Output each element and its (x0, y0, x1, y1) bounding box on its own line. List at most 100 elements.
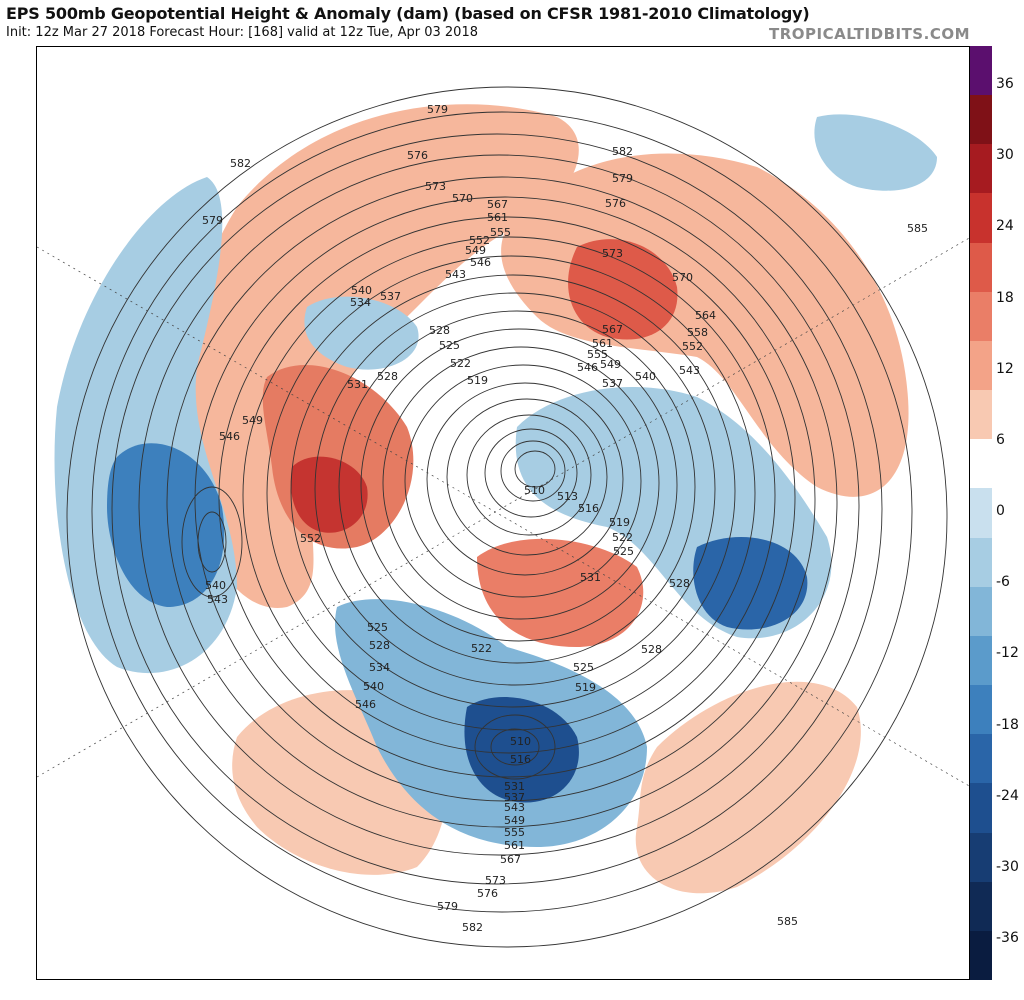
contour-label: 528 (429, 324, 450, 337)
contour-label: 582 (230, 157, 251, 170)
contour-label: 540 (635, 370, 656, 383)
contour-label: 528 (641, 643, 662, 656)
colorbar-tick-label: -18 (996, 716, 1019, 733)
anomaly-colorbar: 36 30 24 18 12 6 0 -6 -12 -18 -24 -30 -36 (970, 46, 1024, 981)
colorbar-swatch (970, 488, 992, 539)
contour-label: 558 (687, 326, 708, 339)
contour-label: 561 (487, 211, 508, 224)
contour-570 (194, 196, 816, 802)
colorbar-swatch (970, 439, 992, 489)
contour-label: 582 (612, 145, 633, 158)
contour-585 (66, 86, 948, 948)
contour-label: 549 (504, 814, 525, 827)
contour-label: 573 (425, 180, 446, 193)
contour-label: 531 (580, 571, 601, 584)
colorbar-swatch (970, 340, 992, 391)
contour-label: 537 (504, 791, 525, 804)
map-panel: 585 585 582 582 582 579 579 579 579 576 … (36, 46, 970, 980)
contour-label: 522 (450, 357, 471, 370)
colorbar-tick-label: -30 (996, 858, 1019, 875)
contour-label: 519 (467, 374, 488, 387)
contour-label: 585 (777, 915, 798, 928)
contour-label: 540 (351, 284, 372, 297)
contour-label: 525 (613, 545, 634, 558)
contour-label: 555 (504, 826, 525, 839)
contour-label: 510 (524, 484, 545, 497)
colorbar-swatch (970, 144, 992, 194)
contour-label: 582 (462, 921, 483, 934)
contour-label: 522 (471, 642, 492, 655)
contour-label: 510 (510, 735, 531, 748)
contour-label: 576 (605, 197, 626, 210)
height-contours (66, 86, 948, 948)
colorbar-tick-label: 12 (996, 360, 1014, 377)
contour-labels: 585 585 582 582 582 579 579 579 579 576 … (202, 103, 928, 934)
contour-label: 546 (470, 256, 491, 269)
colorbar-swatch (970, 242, 992, 293)
colorbar-swatch (970, 46, 992, 96)
colorbar-tick-label: 0 (996, 503, 1005, 519)
anomaly-pos-core-1b (290, 456, 368, 533)
colorbar-swatch (970, 95, 992, 145)
colorbar-tick-label: 6 (996, 431, 1005, 448)
colorbar-swatch (970, 537, 992, 588)
contour-label: 546 (355, 698, 376, 711)
contour-label: 537 (602, 377, 623, 390)
colorbar-swatch (970, 586, 992, 637)
contour-label: 567 (602, 323, 623, 336)
contour-label: 552 (469, 234, 490, 247)
contour-label: 528 (377, 370, 398, 383)
contour-543 (404, 364, 642, 598)
contour-561 (266, 255, 756, 731)
contour-label: 534 (369, 661, 390, 674)
contour-label: 561 (504, 839, 525, 852)
contour-564 (242, 236, 776, 754)
colorbar-swatch (970, 291, 992, 342)
map-title: EPS 500mb Geopotential Height & Anomaly … (6, 4, 810, 23)
contour-label: 567 (487, 198, 508, 211)
contour-label: 537 (380, 290, 401, 303)
contour-label: 573 (485, 874, 506, 887)
geopotential-map: 585 585 582 582 582 579 579 579 579 576 … (37, 86, 969, 948)
colorbar-swatch (970, 390, 992, 440)
contour-label: 570 (452, 192, 473, 205)
contour-label: 519 (609, 516, 630, 529)
anomaly-neg-hudson-core (464, 697, 579, 803)
contour-label: 567 (500, 853, 521, 866)
contour-low-hudson (474, 714, 556, 780)
contour-label: 546 (577, 361, 598, 374)
contour-label: 552 (300, 532, 321, 545)
contour-label: 531 (504, 780, 525, 793)
contour-549 (360, 328, 678, 642)
contour-label: 528 (369, 639, 390, 652)
contour-528 (500, 440, 566, 502)
colorbar-tick-label: 30 (996, 147, 1014, 164)
colorbar-swatch (970, 734, 992, 784)
colorbar-swatch (970, 193, 992, 244)
contour-label: 531 (347, 378, 368, 391)
negative-anomaly-fills (54, 114, 937, 847)
colorbar-swatch (970, 930, 992, 981)
contour-label: 540 (205, 579, 226, 592)
anomaly-pos-atlantic (635, 681, 861, 894)
contour-label: 546 (219, 430, 240, 443)
contour-label: 543 (207, 593, 228, 606)
colorbar-swatch (970, 832, 992, 883)
anomaly-neg-n-pacific-core (107, 443, 225, 607)
contour-low-pacific (181, 486, 243, 598)
contour-label: 579 (202, 214, 223, 227)
contour-label: 579 (437, 900, 458, 913)
contour-label: 516 (578, 502, 599, 515)
colorbar-tick-label: -36 (996, 930, 1019, 946)
colorbar-tick-label: -12 (996, 645, 1019, 662)
contour-label: 585 (907, 222, 928, 235)
anomaly-neg-asia (814, 114, 937, 191)
contour-low-hudson-2 (490, 728, 540, 766)
anomaly-pos-greenland (477, 538, 644, 647)
colorbar-tick-label: -6 (996, 574, 1010, 591)
contour-582 (91, 111, 913, 913)
contour-label: 555 (490, 226, 511, 239)
contour-label: 513 (557, 490, 578, 503)
contour-label: 543 (679, 364, 700, 377)
anomaly-pos-core-2 (568, 239, 678, 340)
